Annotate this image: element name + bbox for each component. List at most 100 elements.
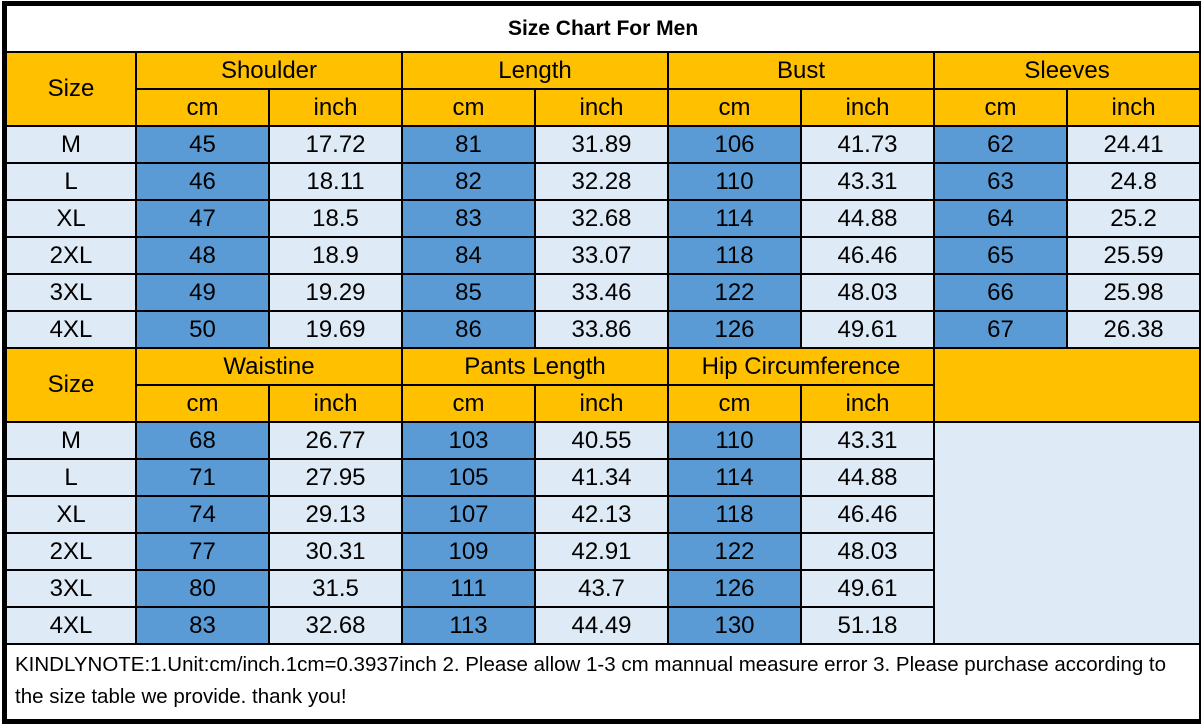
inch-value-cell: 19.69	[268, 310, 403, 349]
cm-value-cell: 122	[667, 273, 802, 312]
inch-value-cell: 43.7	[534, 569, 669, 608]
cm-value-cell: 74	[135, 495, 270, 534]
inch-value-cell: 18.9	[268, 236, 403, 275]
cm-value-cell: 110	[667, 162, 802, 201]
inch-value-cell: 46.46	[800, 495, 935, 534]
size-cell: M	[5, 125, 137, 164]
cm-value-cell: 83	[401, 199, 536, 238]
inch-value-cell: 25.59	[1065, 236, 1202, 275]
cm-value-cell: 114	[667, 458, 802, 497]
table-row: 4XL 50 19.69 86 33.86 126 49.61 67 26.38	[5, 310, 1202, 349]
cm-value-cell: 114	[667, 199, 802, 238]
inch-value-cell: 44.88	[800, 458, 935, 497]
bottom-table-body: M 68 26.77 103 40.55 110 43.31 L 71 27.95 105 41.34…	[5, 421, 1202, 645]
cm-value-cell: 77	[135, 532, 270, 571]
cm-value-cell: 49	[135, 273, 270, 312]
inch-value-cell: 18.5	[268, 199, 403, 238]
unit-header-cm: cm	[401, 88, 536, 127]
unit-header-inch: inch	[1065, 88, 1202, 127]
cm-value-cell: 67	[933, 310, 1068, 349]
cm-value-cell: 85	[401, 273, 536, 312]
cm-value-cell: 48	[135, 236, 270, 275]
size-cell: XL	[5, 495, 137, 534]
table-row: 4XL 83 32.68 113 44.49 130 51.18	[5, 606, 1200, 645]
inch-value-cell: 31.5	[268, 569, 403, 608]
size-chart-table: Size Chart For Men Size Shoulder Length …	[4, 4, 1202, 721]
inch-value-cell: 51.18	[800, 606, 935, 645]
inch-value-cell: 40.55	[534, 421, 669, 460]
cm-value-cell: 83	[135, 606, 270, 645]
body-empty-spacer-cell	[932, 421, 1202, 645]
inch-value-cell: 25.2	[1065, 199, 1202, 238]
group-header-shoulder: Shoulder	[135, 51, 403, 90]
inch-value-cell: 43.31	[800, 421, 935, 460]
cm-value-cell: 118	[667, 236, 802, 275]
inch-value-cell: 49.61	[800, 569, 935, 608]
chart-title: Size Chart For Men	[4, 4, 1202, 53]
unit-header-inch: inch	[268, 384, 403, 423]
cm-value-cell: 130	[667, 606, 802, 645]
cm-value-cell: 47	[135, 199, 270, 238]
size-cell: XL	[5, 199, 137, 238]
unit-header-inch: inch	[268, 88, 403, 127]
size-column-header: Size	[5, 347, 137, 423]
unit-header-cm: cm	[667, 88, 802, 127]
inch-value-cell: 48.03	[800, 532, 935, 571]
unit-header-inch: inch	[534, 384, 669, 423]
size-cell: 4XL	[5, 606, 137, 645]
group-header-pants-length: Pants Length	[401, 347, 669, 386]
inch-value-cell: 46.46	[800, 236, 935, 275]
inch-value-cell: 24.41	[1065, 125, 1202, 164]
cm-value-cell: 109	[401, 532, 536, 571]
inch-value-cell: 48.03	[800, 273, 935, 312]
cm-value-cell: 50	[135, 310, 270, 349]
cm-value-cell: 63	[933, 162, 1068, 201]
cm-value-cell: 113	[401, 606, 536, 645]
inch-value-cell: 33.46	[534, 273, 669, 312]
group-header-length: Length	[401, 51, 669, 90]
table-row: M 45 17.72 81 31.89 106 41.73 62 24.41	[5, 125, 1202, 164]
size-cell: L	[5, 458, 137, 497]
cm-value-cell: 66	[933, 273, 1068, 312]
cm-value-cell: 106	[667, 125, 802, 164]
inch-value-cell: 27.95	[268, 458, 403, 497]
table-row: XL 47 18.5 83 32.68 114 44.88 64 25.2	[5, 199, 1202, 238]
cm-value-cell: 82	[401, 162, 536, 201]
title-row: Size Chart For Men	[4, 4, 1202, 53]
cm-value-cell: 111	[401, 569, 536, 608]
cm-value-cell: 107	[401, 495, 536, 534]
size-cell: L	[5, 162, 137, 201]
table-row: M 68 26.77 103 40.55 110 43.31	[5, 421, 1202, 645]
cm-value-cell: 62	[933, 125, 1068, 164]
inch-value-cell: 33.86	[534, 310, 669, 349]
top-table-body: M 45 17.72 81 31.89 106 41.73 62 24.41 L 46 18.11 82…	[5, 125, 1202, 349]
cm-value-cell: 71	[135, 458, 270, 497]
size-cell: 4XL	[5, 310, 137, 349]
table-row: XL 74 29.13 107 42.13 118 46.46	[5, 495, 1200, 534]
inch-value-cell: 41.34	[534, 458, 669, 497]
cm-value-cell: 45	[135, 125, 270, 164]
cm-value-cell: 110	[667, 421, 802, 460]
group-header-hip-circumference: Hip Circumference	[667, 347, 935, 386]
group-header-waistine: Waistine	[135, 347, 403, 386]
inch-value-cell: 44.49	[534, 606, 669, 645]
unit-header-cm: cm	[667, 384, 802, 423]
inch-value-cell: 26.77	[268, 421, 403, 460]
inch-value-cell: 32.68	[534, 199, 669, 238]
size-cell: M	[5, 421, 137, 460]
top-group-header-row: Size Shoulder Length Bust Sleeves	[5, 51, 1202, 127]
inch-value-cell: 42.13	[534, 495, 669, 534]
inch-value-cell: 33.07	[534, 236, 669, 275]
unit-header-inch: inch	[800, 88, 935, 127]
inch-value-cell: 42.91	[534, 532, 669, 571]
inch-value-cell: 31.89	[534, 125, 669, 164]
top-table-header: Size Shoulder Length Bust Sleeves cm inc…	[5, 51, 1202, 127]
kindly-note: KINDLYNOTE:1.Unit:cm/inch.1cm=0.3937inch…	[4, 643, 1202, 721]
table-row: 2XL 77 30.31 109 42.91 122 48.03	[5, 532, 1200, 571]
table-row: 3XL 49 19.29 85 33.46 122 48.03 66 25.98	[5, 273, 1202, 312]
inch-value-cell: 32.28	[534, 162, 669, 201]
unit-header-cm: cm	[135, 88, 270, 127]
bottom-table-header: Size Waistine Pants Length Hip Circumfer…	[5, 347, 1202, 423]
inch-value-cell: 32.68	[268, 606, 403, 645]
